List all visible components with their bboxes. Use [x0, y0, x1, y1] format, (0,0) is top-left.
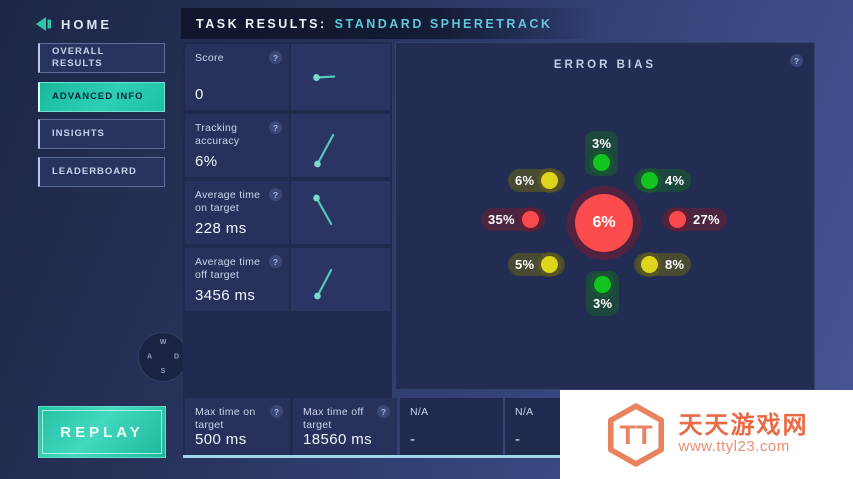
replay-button[interactable]: REPLAY	[38, 406, 166, 458]
stat-panel-avg-time-off-target: Average time off target ? 3456 ms	[185, 248, 390, 311]
watermark-logo-icon: TT	[607, 402, 664, 467]
key-a-label: A	[147, 353, 153, 361]
stat-panel-na-1: N/A -	[400, 398, 503, 455]
error-bias-point-top-right: 4%	[634, 169, 692, 192]
sparkline-tracking-accuracy	[291, 114, 390, 177]
error-bias-dot	[641, 172, 658, 189]
sparkline-score	[291, 44, 390, 110]
home-button[interactable]: HOME	[36, 12, 112, 36]
error-bias-point-bottom-right: 8%	[634, 253, 692, 276]
stat-value: 6%	[195, 153, 218, 170]
error-bias-value: 4%	[665, 173, 685, 188]
sparkline-avg-time-off-target	[291, 248, 390, 311]
replay-label: REPLAY	[60, 423, 144, 441]
stat-panel-max-time-off-target: Max time off target ? 18560 ms	[293, 398, 397, 455]
help-icon[interactable]: ?	[377, 405, 390, 418]
stat-label: Max time off target	[303, 406, 364, 432]
stat-panel-tracking-accuracy: Tracking accuracy ? 6%	[185, 114, 390, 177]
page-title: TASK RESULTS: STANDARD SPHERETRACK	[196, 8, 553, 39]
stat-value: 3456 ms	[195, 287, 256, 304]
error-bias-value: 27%	[693, 212, 720, 227]
stat-value: 500 ms	[195, 431, 247, 448]
error-bias-value: 3%	[592, 136, 612, 151]
stat-label-cell: Average time off target ? 3456 ms	[185, 248, 289, 311]
stat-panel-avg-time-on-target: Average time on target ? 228 ms	[185, 181, 390, 244]
key-d-label: D	[173, 353, 179, 361]
sidebar-item-label: LEADERBOARD	[52, 165, 137, 177]
watermark-site-url: www.ttyl23.com	[678, 438, 790, 456]
error-bias-point-left: 35%	[481, 208, 546, 231]
bottom-accent-line	[183, 455, 815, 458]
sidebar-item-advanced-info[interactable]: ADVANCED INFO	[38, 82, 165, 112]
stat-label: Tracking accuracy	[195, 122, 240, 148]
error-bias-dot	[593, 154, 611, 171]
home-label: HOME	[61, 16, 112, 32]
sidebar-item-overall-results[interactable]: OVERALL RESULTS	[38, 43, 165, 73]
error-bias-dot	[541, 256, 559, 273]
error-bias-dot	[521, 211, 539, 228]
error-bias-value: 8%	[665, 257, 685, 272]
error-bias-title: ERROR BIAS	[553, 59, 657, 71]
stat-value: 0	[195, 86, 204, 103]
stat-label-cell: Average time on target ? 228 ms	[185, 181, 289, 244]
title-task-name: STANDARD SPHERETRACK	[334, 16, 553, 31]
key-w-label: W	[159, 339, 167, 346]
stat-panel-max-time-on-target: Max time on target ? 500 ms	[185, 398, 290, 455]
help-icon[interactable]: ?	[269, 255, 282, 268]
stat-label: Average time off target	[195, 256, 261, 282]
error-bias-point-right: 27%	[662, 208, 727, 231]
error-bias-dot	[594, 276, 612, 293]
stat-value: 18560 ms	[303, 431, 373, 448]
stat-label: N/A	[515, 406, 534, 418]
svg-text:TT: TT	[619, 419, 653, 450]
stat-label: Score	[195, 52, 224, 64]
stat-label: Average time on target	[195, 189, 261, 215]
wasd-movement-indicator: W A D S	[139, 333, 187, 381]
stat-label: Max time on target	[195, 406, 256, 432]
back-arrow-icon	[36, 17, 52, 31]
help-icon[interactable]: ?	[269, 188, 282, 201]
sidebar-item-insights[interactable]: INSIGHTS	[38, 119, 165, 149]
stats-column: Score ? 0 Tracking accuracy ? 6% Average…	[183, 42, 392, 455]
error-bias-panel: ERROR BIAS ? 6% 3% 6% 4% 35% 27% 5%	[395, 42, 815, 390]
title-prefix: TASK RESULTS:	[196, 16, 327, 31]
error-bias-point-bottom-left: 5%	[508, 253, 566, 276]
error-bias-value: 3%	[593, 296, 613, 311]
error-bias-point-top-left: 6%	[508, 169, 566, 192]
stat-value: 228 ms	[195, 220, 247, 237]
help-icon[interactable]: ?	[270, 405, 283, 418]
stat-value: -	[410, 431, 416, 448]
stat-label-cell: Score ? 0	[185, 44, 289, 110]
stat-value: -	[515, 431, 521, 448]
error-bias-dot	[669, 211, 686, 228]
key-s-label: S	[160, 368, 166, 375]
error-bias-dot	[641, 256, 658, 273]
sidebar-item-label: OVERALL RESULTS	[52, 45, 105, 69]
help-icon[interactable]: ?	[269, 51, 282, 64]
watermark-text: 天天游戏网 www.ttyl23.com	[678, 412, 809, 456]
error-bias-value: 6%	[515, 173, 535, 188]
sidebar-item-leaderboard[interactable]: LEADERBOARD	[38, 157, 165, 187]
error-bias-point-bottom: 3%	[586, 271, 620, 316]
watermark-site-name: 天天游戏网	[678, 412, 809, 440]
sidebar-item-label: INSIGHTS	[52, 127, 105, 139]
sidebar-item-label: ADVANCED INFO	[52, 90, 144, 102]
error-bias-center: 6%	[575, 194, 633, 252]
error-bias-value: 35%	[488, 212, 515, 227]
stat-label: N/A	[410, 406, 429, 418]
error-bias-dot	[541, 172, 559, 189]
sparkline-avg-time-on-target	[291, 181, 390, 244]
error-bias-center-value: 6%	[592, 214, 616, 231]
watermark: TT 天天游戏网 www.ttyl23.com	[560, 390, 853, 479]
help-icon[interactable]: ?	[269, 121, 282, 134]
stat-panel-score: Score ? 0	[185, 44, 390, 110]
title-band	[181, 8, 601, 39]
error-bias-value: 5%	[515, 257, 535, 272]
error-bias-point-top: 3%	[585, 131, 619, 176]
help-icon[interactable]: ?	[790, 54, 803, 67]
stat-label-cell: Tracking accuracy ? 6%	[185, 114, 289, 177]
